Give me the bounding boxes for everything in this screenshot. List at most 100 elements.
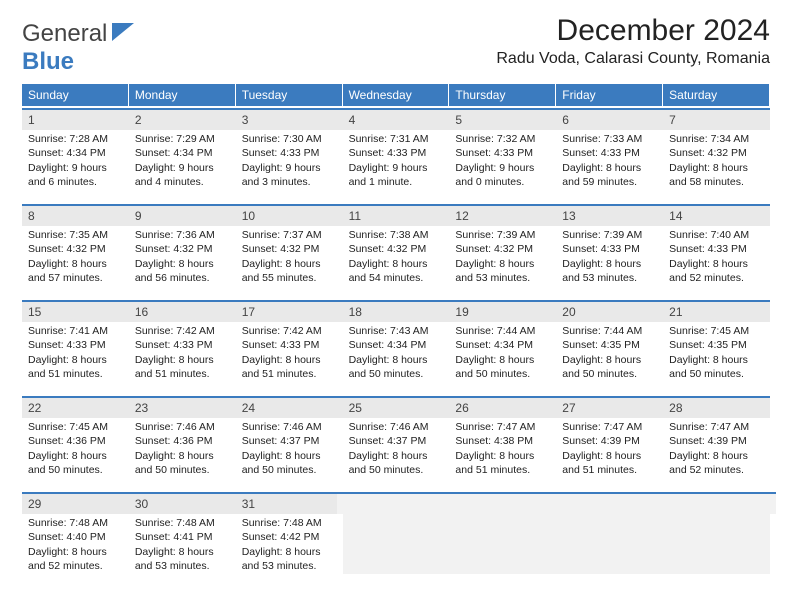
- empty-day: [337, 492, 456, 514]
- day-number: 10: [236, 204, 343, 226]
- day-info-line: and 54 minutes.: [349, 271, 444, 285]
- day-info-line: Sunrise: 7:39 AM: [455, 228, 550, 242]
- day-info-line: Sunrise: 7:28 AM: [28, 132, 123, 146]
- day-info-line: Sunset: 4:38 PM: [455, 434, 550, 448]
- day-info-line: and 56 minutes.: [135, 271, 230, 285]
- day-info-line: Sunset: 4:39 PM: [669, 434, 764, 448]
- day-info-line: Daylight: 8 hours: [349, 257, 444, 271]
- day-info-line: Sunset: 4:32 PM: [242, 242, 337, 256]
- day-cell: 21Sunrise: 7:45 AMSunset: 4:35 PMDayligh…: [663, 298, 770, 386]
- logo-word-blue: Blue: [22, 48, 74, 75]
- day-info-line: and 53 minutes.: [455, 271, 550, 285]
- day-info-line: Sunrise: 7:35 AM: [28, 228, 123, 242]
- day-info-line: Daylight: 8 hours: [455, 353, 550, 367]
- day-number: 11: [343, 204, 450, 226]
- day-info-line: Sunset: 4:33 PM: [562, 242, 657, 256]
- header: General Blue December 2024 Radu Voda, Ca…: [22, 14, 770, 76]
- empty-day: [443, 492, 562, 514]
- day-info-line: and 53 minutes.: [562, 271, 657, 285]
- day-info-line: Daylight: 8 hours: [28, 449, 123, 463]
- day-info-line: Sunrise: 7:41 AM: [28, 324, 123, 338]
- day-info-line: and 51 minutes.: [28, 367, 123, 381]
- day-info-line: Sunset: 4:32 PM: [135, 242, 230, 256]
- day-info-line: Sunset: 4:41 PM: [135, 530, 230, 544]
- day-info-line: Daylight: 8 hours: [242, 257, 337, 271]
- day-info-line: Sunset: 4:34 PM: [135, 146, 230, 160]
- day-info-line: and 52 minutes.: [669, 463, 764, 477]
- day-info-line: and 50 minutes.: [349, 367, 444, 381]
- day-number: 29: [22, 492, 129, 514]
- day-cell: 6Sunrise: 7:33 AMSunset: 4:33 PMDaylight…: [556, 106, 663, 194]
- row-gap: [22, 482, 770, 490]
- day-cell: 19Sunrise: 7:44 AMSunset: 4:34 PMDayligh…: [449, 298, 556, 386]
- day-cell: [343, 490, 450, 578]
- day-info-line: and 50 minutes.: [455, 367, 550, 381]
- day-cell: 8 Sunrise: 7:35 AMSunset: 4:32 PMDaylight…: [22, 202, 129, 290]
- day-cell: 31Sunrise: 7:48 AMSunset: 4:42 PMDayligh…: [236, 490, 343, 578]
- day-info-line: and 55 minutes.: [242, 271, 337, 285]
- day-cell: [663, 490, 770, 578]
- day-info-line: Sunset: 4:42 PM: [242, 530, 337, 544]
- day-cell: 17Sunrise: 7:42 AMSunset: 4:33 PMDayligh…: [236, 298, 343, 386]
- day-info-line: Sunrise: 7:47 AM: [562, 420, 657, 434]
- day-info-line: Daylight: 9 hours: [349, 161, 444, 175]
- day-info-line: Sunrise: 7:42 AM: [242, 324, 337, 338]
- day-info-line: Sunset: 4:33 PM: [562, 146, 657, 160]
- day-number: 25: [343, 396, 450, 418]
- day-info-line: Daylight: 8 hours: [242, 545, 337, 559]
- day-info-line: Daylight: 8 hours: [562, 353, 657, 367]
- day-info-line: and 1 minute.: [349, 175, 444, 189]
- logo: General Blue: [22, 20, 134, 76]
- day-cell: 23Sunrise: 7:46 AMSunset: 4:36 PMDayligh…: [129, 394, 236, 482]
- day-cell: 22Sunrise: 7:45 AMSunset: 4:36 PMDayligh…: [22, 394, 129, 482]
- empty-day: [550, 492, 669, 514]
- day-info-line: and 50 minutes.: [28, 463, 123, 477]
- day-info-line: and 51 minutes.: [135, 367, 230, 381]
- day-info-line: Sunrise: 7:44 AM: [455, 324, 550, 338]
- day-info-line: Daylight: 8 hours: [135, 257, 230, 271]
- day-cell: 10Sunrise: 7:37 AMSunset: 4:32 PMDayligh…: [236, 202, 343, 290]
- day-number: 20: [556, 300, 663, 322]
- day-info-line: Sunset: 4:33 PM: [242, 338, 337, 352]
- column-header: Sunday: [22, 84, 129, 106]
- day-number: 9: [129, 204, 236, 226]
- location-subtitle: Radu Voda, Calarasi County, Romania: [496, 50, 770, 68]
- day-info-line: and 53 minutes.: [242, 559, 337, 573]
- day-info-line: Sunset: 4:33 PM: [455, 146, 550, 160]
- day-info-line: Sunrise: 7:32 AM: [455, 132, 550, 146]
- column-header: Saturday: [663, 84, 770, 106]
- calendar-grid: SundayMondayTuesdayWednesdayThursdayFrid…: [22, 84, 770, 578]
- day-info-line: and 50 minutes.: [669, 367, 764, 381]
- row-gap: [22, 194, 770, 202]
- day-info-line: Sunrise: 7:30 AM: [242, 132, 337, 146]
- day-info-line: Daylight: 8 hours: [135, 545, 230, 559]
- day-cell: [449, 490, 556, 578]
- day-info-line: and 51 minutes.: [455, 463, 550, 477]
- day-number: 8: [22, 204, 129, 226]
- day-cell: 20Sunrise: 7:44 AMSunset: 4:35 PMDayligh…: [556, 298, 663, 386]
- day-cell: 27Sunrise: 7:47 AMSunset: 4:39 PMDayligh…: [556, 394, 663, 482]
- day-info-line: Sunset: 4:33 PM: [669, 242, 764, 256]
- day-number: 3: [236, 108, 343, 130]
- day-cell: 12Sunrise: 7:39 AMSunset: 4:32 PMDayligh…: [449, 202, 556, 290]
- day-number: 2: [129, 108, 236, 130]
- day-info-line: and 52 minutes.: [28, 559, 123, 573]
- day-info-line: Daylight: 8 hours: [135, 449, 230, 463]
- day-info-line: and 52 minutes.: [669, 271, 764, 285]
- day-cell: 14Sunrise: 7:40 AMSunset: 4:33 PMDayligh…: [663, 202, 770, 290]
- day-info-line: Sunrise: 7:31 AM: [349, 132, 444, 146]
- day-number: 24: [236, 396, 343, 418]
- day-info-line: Sunrise: 7:34 AM: [669, 132, 764, 146]
- day-cell: 5Sunrise: 7:32 AMSunset: 4:33 PMDaylight…: [449, 106, 556, 194]
- logo-word-general: General: [22, 20, 107, 47]
- day-info-line: Sunrise: 7:44 AM: [562, 324, 657, 338]
- day-info-line: Sunrise: 7:43 AM: [349, 324, 444, 338]
- day-info-line: and 57 minutes.: [28, 271, 123, 285]
- column-header: Friday: [556, 84, 663, 106]
- day-number: 18: [343, 300, 450, 322]
- day-info-line: Daylight: 8 hours: [28, 257, 123, 271]
- day-info-line: Daylight: 8 hours: [669, 161, 764, 175]
- day-info-line: Sunset: 4:32 PM: [28, 242, 123, 256]
- day-info-line: and 3 minutes.: [242, 175, 337, 189]
- day-cell: 16Sunrise: 7:42 AMSunset: 4:33 PMDayligh…: [129, 298, 236, 386]
